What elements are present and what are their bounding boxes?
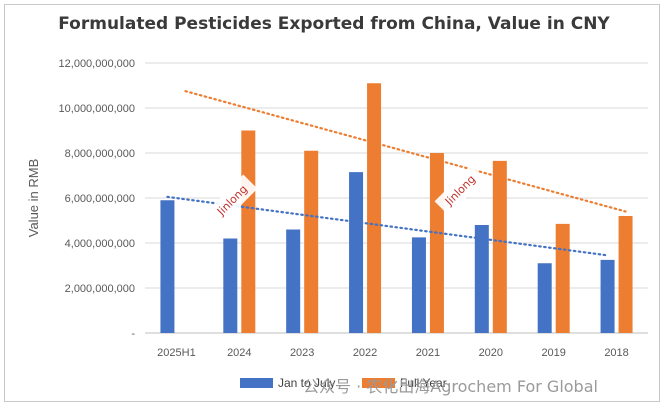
y-tick-label: 10,000,000,000 [59,103,135,115]
y-tick-label: 8,000,000,000 [65,148,135,160]
trendlines [166,90,627,257]
x-tick-label: 2021 [416,347,440,359]
trendline-jan-to-july [166,195,609,257]
bar-jan-to-july [600,259,615,333]
trendline-full-year [184,90,627,213]
bar-jan-to-july [160,200,175,333]
y-tick-label: 4,000,000,000 [65,238,135,250]
bar-jan-to-july [537,263,552,333]
bar-full-year [304,150,319,333]
bar-full-year [241,130,256,333]
bar-jan-to-july [286,229,301,333]
y-tick-label: 2,000,000,000 [65,283,135,295]
bar-full-year [367,83,382,333]
legend-label: Full Year [400,376,447,390]
legend-swatch [240,378,273,388]
stamp-backdrop [206,174,258,226]
chart-title: Formulated Pesticides Exported from Chin… [58,14,610,34]
y-tick-label: - [131,328,135,340]
x-tick-label: 2020 [479,347,503,359]
bar-jan-to-july [223,238,238,333]
y-tick-label: 6,000,000,000 [65,193,135,205]
legend-label: Jan to July [278,376,335,390]
bar-full-year [555,223,570,333]
bar-jan-to-july [349,172,364,333]
y-axis-title: Value in RMB [26,159,41,238]
x-tick-label: 2019 [541,347,565,359]
y-axis-ticks: - 2,000,000,000 4,000,000,000 6,000,000,000… [59,58,136,340]
bar-full-year [492,160,507,333]
x-tick-label: 2024 [227,347,251,359]
y-tick-label: 12,000,000,000 [59,58,135,70]
bars [160,83,633,333]
x-axis-ticks: 2025H1 2024 2023 2022 2021 2020 2019 2018 [157,347,629,359]
bar-full-year [618,216,633,333]
x-tick-label: 2022 [353,347,377,359]
x-tick-label: 2025H1 [157,347,196,359]
legend: Jan to July Full Year [240,376,447,390]
chart-frame [4,4,660,402]
x-tick-label: 2023 [290,347,314,359]
bar-jan-to-july [474,225,489,333]
bar-jan-to-july [411,237,426,333]
x-tick-label: 2018 [604,347,628,359]
footer-watermark: 公众号 · 农化出海Agrochem For Global [303,377,598,396]
stamp-backdrop [434,164,486,216]
bar-full-year [429,153,444,333]
legend-swatch [362,378,395,388]
